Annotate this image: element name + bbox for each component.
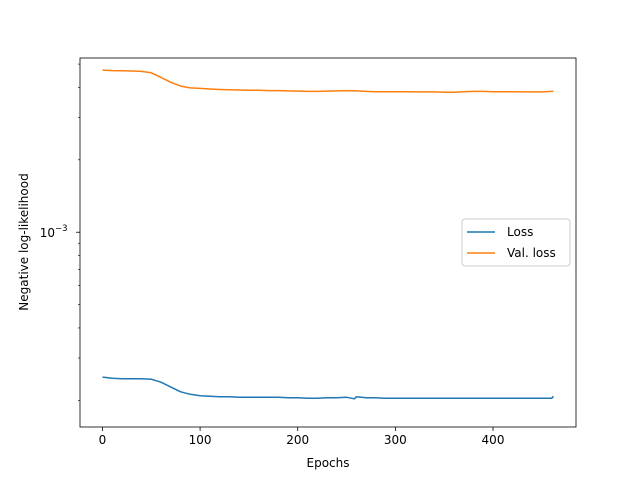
x-tick-label: 200 — [286, 433, 309, 447]
series-line-val-loss — [102, 69, 554, 93]
plot-area — [102, 69, 555, 400]
y-axis-label: Negative log-likelihood — [17, 173, 31, 310]
legend-label-loss: Loss — [507, 225, 533, 239]
x-axis-label: Epochs — [307, 456, 350, 470]
series-line-loss — [102, 376, 555, 400]
axes-frame — [79, 57, 577, 428]
axes: 0 100 200 300 400 10 −3 — [40, 57, 577, 447]
y-tick-label: 10 — [40, 226, 55, 240]
legend: Loss Val. loss — [461, 218, 571, 267]
y-tick-label-exponent: −3 — [55, 224, 68, 234]
x-tick-label: 400 — [482, 433, 505, 447]
x-tick-label: 0 — [99, 433, 107, 447]
x-tick-label: 100 — [189, 433, 212, 447]
x-tick-label: 300 — [384, 433, 407, 447]
legend-box — [461, 218, 571, 267]
legend-label-val-loss: Val. loss — [507, 246, 556, 260]
